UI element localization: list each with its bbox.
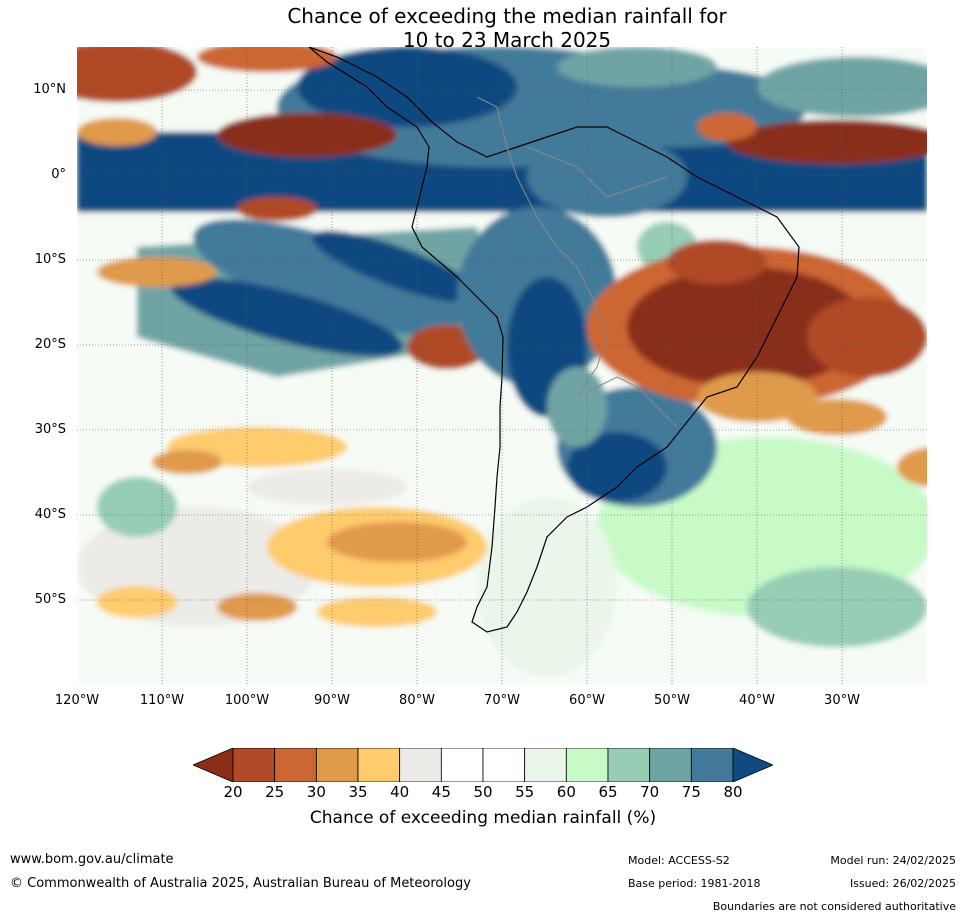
colorbar-tick-label: 80	[723, 783, 743, 801]
footer-model-run: Model run: 24/02/2025	[830, 854, 956, 867]
colorbar-tick-label: 40	[390, 783, 410, 801]
colorbar-segment	[482, 747, 526, 783]
colorbar-segment	[607, 747, 651, 783]
footer-model: Model: ACCESS-S2	[628, 854, 730, 867]
colorbar-segment	[524, 747, 567, 783]
colorbar-segment	[274, 747, 317, 783]
colorbar-tick-label: 20	[223, 783, 243, 801]
lon-label-70w: 70°W	[484, 693, 520, 708]
lat-label-20s: 20°S	[34, 337, 66, 352]
footer-base-period: Base period: 1981-2018	[628, 877, 761, 890]
lat-label-0: 0°	[51, 167, 66, 182]
colorbar-tick-label: 25	[265, 783, 285, 801]
colorbar-extend-low	[191, 747, 234, 783]
colorbar-label: Chance of exceeding median rainfall (%)	[309, 808, 657, 828]
colorbar-tick-label: 60	[556, 783, 576, 801]
map-title: Chance of exceeding the median rainfall …	[0, 4, 965, 52]
rainfall-map	[77, 47, 927, 686]
colorbar-segment	[399, 747, 442, 783]
lon-label-30w: 30°W	[824, 693, 860, 708]
footer-issued: Issued: 26/02/2025	[849, 877, 956, 890]
colorbar-tick-label: 45	[431, 783, 451, 801]
colorbar-segment	[440, 747, 484, 783]
lon-label-120w: 120°W	[54, 693, 100, 708]
colorbar-tick-label: 65	[598, 783, 618, 801]
colorbar-segment	[565, 747, 609, 783]
graticule	[77, 47, 927, 686]
country-borders	[476, 96, 678, 428]
footer-copyright: © Commonwealth of Australia 2025, Austra…	[10, 876, 471, 891]
lon-label-60w: 60°W	[569, 693, 605, 708]
footer-disclaimer: Boundaries are not considered authoritat…	[712, 900, 956, 913]
colorbar-segment	[357, 747, 401, 783]
colorbar-segment	[690, 747, 734, 783]
colorbar-tick-label: 55	[515, 783, 535, 801]
colorbar-tick-label: 70	[640, 783, 660, 801]
colorbar-segment	[315, 747, 359, 783]
colorbar-tick-label: 75	[681, 783, 701, 801]
colorbar-svg	[191, 747, 775, 783]
lon-label-90w: 90°W	[314, 693, 350, 708]
title-line-1: Chance of exceeding the median rainfall …	[287, 4, 727, 28]
colorbar-extend-high	[732, 747, 775, 783]
colorbar-segment	[649, 747, 692, 783]
lat-label-40s: 40°S	[34, 507, 66, 522]
probability-field	[77, 47, 927, 686]
lat-label-10n: 10°N	[33, 82, 66, 97]
colorbar	[191, 747, 775, 786]
colorbar-tick-label: 30	[306, 783, 326, 801]
lat-label-30s: 30°S	[34, 422, 66, 437]
lon-label-110w: 110°W	[139, 693, 185, 708]
lon-label-50w: 50°W	[654, 693, 690, 708]
lon-label-100w: 100°W	[224, 693, 270, 708]
colorbar-tick-label: 50	[473, 783, 493, 801]
lat-label-50s: 50°S	[34, 592, 66, 607]
map-svg	[77, 47, 927, 686]
lon-label-80w: 80°W	[399, 693, 435, 708]
lat-label-10s: 10°S	[34, 252, 66, 267]
footer-url[interactable]: www.bom.gov.au/climate	[10, 852, 174, 867]
colorbar-tick-label: 35	[348, 783, 368, 801]
colorbar-segment	[232, 747, 276, 783]
lon-label-40w: 40°W	[739, 693, 775, 708]
